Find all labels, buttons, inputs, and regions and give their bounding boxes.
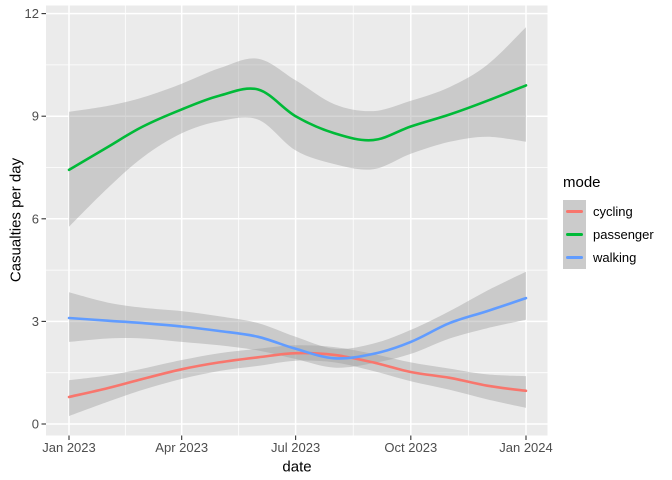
legend: mode cycling passenger walking bbox=[563, 174, 654, 269]
legend-key-line-cycling bbox=[566, 210, 583, 213]
ci-ribbon-walking bbox=[69, 271, 526, 368]
legend-label: cycling bbox=[593, 204, 633, 219]
y-tick-label: 3 bbox=[32, 314, 39, 329]
y-axis-title: Casualties per day bbox=[7, 157, 25, 283]
ci-ribbon-cycling bbox=[69, 345, 526, 417]
series-line-cycling bbox=[67, 351, 528, 399]
series-line-passenger bbox=[67, 84, 528, 172]
y-tick-label: 9 bbox=[32, 109, 39, 124]
x-tick-label: Jan 2024 bbox=[499, 440, 553, 455]
legend-label: walking bbox=[593, 250, 637, 265]
legend-entry-cycling: cycling bbox=[563, 200, 654, 223]
x-tick-label: Jul 2023 bbox=[271, 440, 320, 455]
legend-key-line-passenger bbox=[566, 233, 583, 236]
x-tick-label: Oct 2023 bbox=[384, 440, 437, 455]
legend-key-swatch bbox=[563, 223, 586, 246]
x-axis-title: date bbox=[282, 458, 312, 476]
y-tick-label: 6 bbox=[32, 211, 39, 226]
legend-key-line-walking bbox=[566, 256, 583, 259]
legend-entry-passenger: passenger bbox=[563, 223, 654, 246]
ci-ribbon-passenger bbox=[69, 27, 526, 227]
legend-keys: cycling passenger walking bbox=[563, 200, 654, 269]
y-tick-label: 12 bbox=[25, 6, 39, 21]
legend-key-swatch bbox=[563, 246, 586, 269]
series-line-walking bbox=[67, 296, 528, 360]
plot-panel bbox=[46, 5, 548, 436]
legend-key-swatch bbox=[563, 200, 586, 223]
legend-label: passenger bbox=[593, 227, 654, 242]
legend-title: mode bbox=[563, 174, 601, 191]
legend-entry-walking: walking bbox=[563, 246, 654, 269]
x-tick-label: Jan 2023 bbox=[42, 440, 96, 455]
x-tick-label: Apr 2023 bbox=[155, 440, 208, 455]
y-tick-label: 0 bbox=[32, 417, 39, 432]
